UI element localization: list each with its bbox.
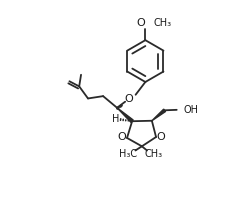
Text: O: O bbox=[125, 94, 133, 104]
Text: CH₃: CH₃ bbox=[153, 18, 172, 28]
Text: CH₃: CH₃ bbox=[145, 149, 163, 159]
Text: O: O bbox=[137, 18, 145, 28]
Text: H₃C: H₃C bbox=[119, 149, 137, 159]
Text: O: O bbox=[118, 133, 126, 143]
Polygon shape bbox=[117, 108, 133, 122]
Text: OH: OH bbox=[183, 105, 198, 115]
Polygon shape bbox=[152, 109, 166, 121]
Text: O: O bbox=[157, 132, 165, 142]
Text: H: H bbox=[112, 114, 120, 124]
